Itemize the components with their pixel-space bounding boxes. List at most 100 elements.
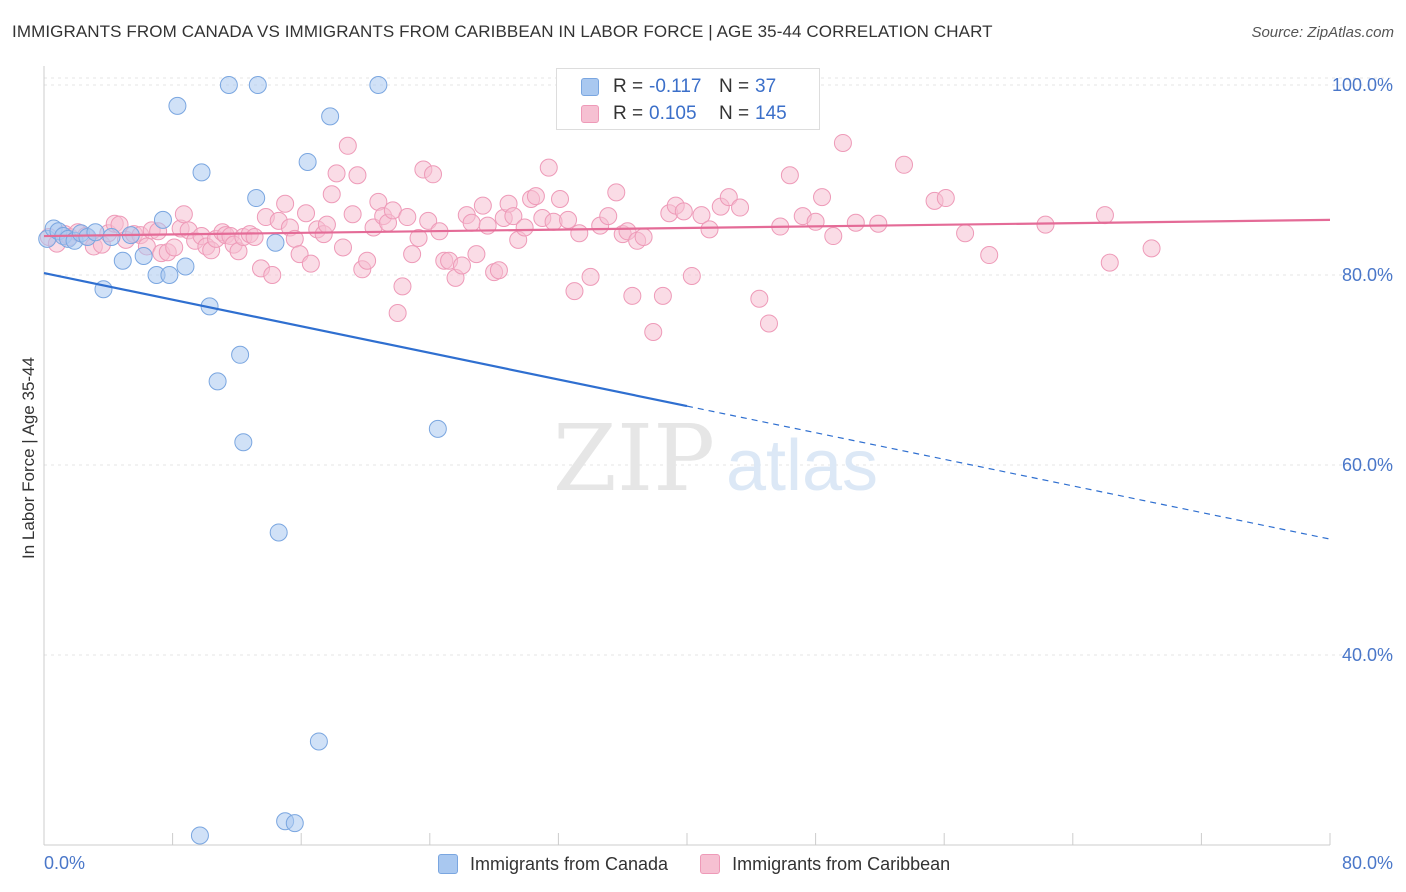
- canada-point: [309, 732, 328, 751]
- n-value-canada: 37: [755, 76, 777, 97]
- caribbean-point: [581, 267, 600, 286]
- canada-point: [153, 210, 172, 229]
- y-tick-labels: 100.0% 80.0% 60.0% 40.0%: [1332, 75, 1393, 665]
- caribbean-trend-line: [43, 218, 1331, 238]
- x-tick-label-min: 0.0%: [44, 853, 85, 873]
- caribbean-point: [1100, 253, 1119, 272]
- caribbean-point: [644, 323, 663, 341]
- chart-source: Source: ZipAtlas.com: [1251, 24, 1394, 41]
- stats-legend-row-caribbean: R = 0.105 N = 145: [581, 101, 787, 127]
- caribbean-point: [895, 155, 914, 174]
- legend-label-caribbean: Immigrants from Caribbean: [732, 853, 951, 874]
- y-axis-title: In Labor Force | Age 35-44: [19, 357, 38, 559]
- caribbean-point: [813, 188, 832, 207]
- stats-legend-row-canada: R = -0.117 N = 37: [581, 74, 776, 100]
- stats-legend: R = -0.117 N = 37 R = 0.105 N = 145: [556, 68, 820, 130]
- canada-point: [219, 76, 238, 94]
- caribbean-point: [719, 188, 738, 207]
- legend-label-canada: Immigrants from Canada: [470, 853, 669, 874]
- canada-legend-swatch: [438, 854, 458, 874]
- watermark: ZIP atlas: [553, 405, 878, 512]
- caribbean-point: [245, 228, 264, 246]
- caribbean-point: [833, 133, 852, 152]
- watermark-atlas: atlas: [726, 426, 878, 506]
- caribbean-point: [780, 166, 799, 185]
- caribbean-point: [424, 165, 443, 184]
- r-value-caribbean: 0.105: [649, 103, 697, 124]
- caribbean-point: [599, 207, 618, 226]
- x-tick-label-max: 80.0%: [1342, 853, 1393, 873]
- canada-point: [248, 76, 267, 94]
- caribbean-point: [674, 202, 693, 221]
- y-tick-label: 80.0%: [1342, 265, 1393, 285]
- n-value-caribbean: 145: [755, 103, 787, 124]
- canada-point: [369, 76, 388, 94]
- caribbean-point: [750, 289, 769, 308]
- caribbean-point: [623, 286, 642, 305]
- series-canada-points: [38, 76, 447, 845]
- n-label: N =: [719, 103, 750, 124]
- caribbean-point: [700, 220, 719, 239]
- caribbean-point: [565, 282, 584, 301]
- caribbean-point: [692, 206, 711, 225]
- canada-trend-line: [43, 272, 688, 408]
- canada-point: [285, 814, 304, 833]
- axes: [43, 66, 1331, 846]
- caribbean-point: [634, 228, 653, 246]
- caribbean-point: [301, 254, 320, 273]
- caribbean-point: [317, 215, 336, 234]
- caribbean-point: [846, 213, 865, 232]
- caribbean-point: [936, 189, 955, 208]
- series-caribbean-points: [39, 133, 1161, 341]
- canada-swatch: [581, 78, 599, 96]
- caribbean-point: [526, 187, 545, 206]
- caribbean-point: [1095, 206, 1114, 225]
- canada-point: [247, 189, 266, 208]
- caribbean-point: [174, 205, 193, 224]
- n-label: N =: [719, 76, 750, 97]
- caribbean-point: [1142, 239, 1161, 258]
- caribbean-point: [1036, 215, 1055, 234]
- caribbean-point: [980, 246, 999, 265]
- watermark-zip: ZIP: [553, 405, 715, 512]
- caribbean-point: [388, 304, 407, 322]
- caribbean-point: [759, 314, 778, 333]
- caribbean-point: [419, 211, 438, 230]
- canada-point: [192, 163, 211, 182]
- caribbean-legend-swatch: [700, 854, 721, 874]
- caribbean-point: [297, 204, 316, 223]
- caribbean-point: [409, 228, 428, 247]
- caribbean-point: [358, 251, 377, 270]
- legend-item-canada: Immigrants from Canada: [438, 854, 668, 875]
- caribbean-point: [327, 164, 346, 183]
- canada-point: [113, 251, 132, 270]
- caribbean-point: [653, 286, 672, 305]
- caribbean-point: [348, 166, 367, 185]
- caribbean-point: [515, 218, 534, 237]
- legend-item-caribbean: Immigrants from Caribbean: [700, 854, 950, 875]
- y-tick-label: 40.0%: [1342, 645, 1393, 665]
- canada-point: [168, 96, 187, 115]
- canada-point: [208, 372, 227, 391]
- caribbean-swatch: [581, 105, 599, 123]
- caribbean-point: [504, 207, 523, 226]
- caribbean-point: [570, 224, 589, 243]
- x-tick-labels: 0.0% 80.0%: [44, 853, 1393, 873]
- caribbean-point: [467, 245, 486, 264]
- caribbean-point: [806, 212, 825, 231]
- caribbean-point: [559, 210, 578, 229]
- caribbean-point: [824, 227, 843, 246]
- canada-point: [134, 247, 153, 265]
- caribbean-point: [551, 190, 570, 208]
- y-tick-label: 60.0%: [1342, 455, 1393, 475]
- r-label: R =: [613, 103, 644, 124]
- caribbean-point: [165, 238, 184, 257]
- caribbean-point: [956, 224, 975, 243]
- caribbean-point: [682, 266, 701, 285]
- caribbean-point: [398, 208, 417, 227]
- caribbean-point: [333, 238, 352, 257]
- canada-point: [190, 826, 209, 845]
- caribbean-point: [462, 213, 481, 232]
- canada-point: [176, 257, 195, 276]
- gridlines: [44, 77, 1393, 656]
